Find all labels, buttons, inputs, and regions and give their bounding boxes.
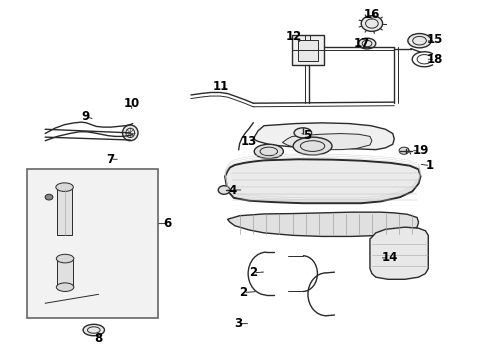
Text: 11: 11 — [213, 80, 229, 93]
Ellipse shape — [122, 125, 138, 141]
Text: 5: 5 — [302, 129, 310, 142]
Ellipse shape — [83, 324, 104, 336]
Polygon shape — [224, 159, 420, 203]
Polygon shape — [57, 258, 73, 287]
Text: 1: 1 — [426, 159, 433, 172]
Polygon shape — [282, 134, 371, 150]
Polygon shape — [253, 123, 393, 150]
Ellipse shape — [56, 283, 74, 292]
Text: 18: 18 — [426, 53, 443, 66]
Text: 17: 17 — [353, 37, 369, 50]
Text: 8: 8 — [94, 333, 102, 346]
Text: 10: 10 — [123, 97, 140, 110]
Ellipse shape — [56, 183, 73, 192]
Ellipse shape — [56, 254, 74, 263]
Polygon shape — [227, 212, 418, 237]
Text: 9: 9 — [81, 110, 89, 123]
Ellipse shape — [398, 147, 408, 154]
Text: 13: 13 — [240, 135, 256, 148]
Ellipse shape — [407, 33, 430, 48]
Text: 7: 7 — [106, 153, 114, 166]
Text: 2: 2 — [239, 286, 247, 299]
Ellipse shape — [292, 137, 331, 155]
Ellipse shape — [218, 186, 229, 194]
Text: 15: 15 — [426, 33, 443, 46]
Bar — [291, 35, 323, 64]
Text: 2: 2 — [249, 266, 257, 279]
Text: 3: 3 — [234, 317, 242, 330]
Polygon shape — [369, 227, 427, 279]
Bar — [297, 40, 318, 61]
Ellipse shape — [358, 38, 375, 49]
Text: 12: 12 — [285, 30, 302, 43]
Polygon shape — [57, 189, 72, 235]
Ellipse shape — [45, 194, 53, 200]
Text: 16: 16 — [363, 9, 379, 22]
Ellipse shape — [361, 16, 382, 31]
Ellipse shape — [293, 128, 311, 138]
Bar — [27, 169, 158, 318]
Text: 4: 4 — [228, 184, 237, 197]
Text: 14: 14 — [381, 251, 397, 264]
Text: 6: 6 — [163, 217, 171, 230]
Ellipse shape — [254, 144, 283, 158]
Text: 19: 19 — [411, 144, 428, 157]
